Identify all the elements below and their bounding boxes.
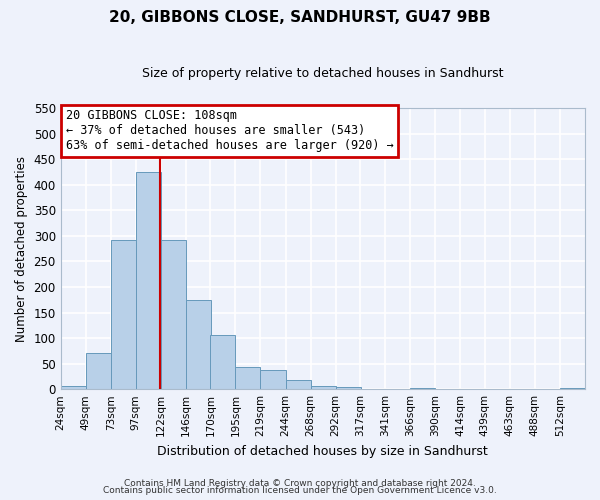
X-axis label: Distribution of detached houses by size in Sandhurst: Distribution of detached houses by size … — [157, 444, 488, 458]
Text: 20, GIBBONS CLOSE, SANDHURST, GU47 9BB: 20, GIBBONS CLOSE, SANDHURST, GU47 9BB — [109, 10, 491, 25]
Bar — [161, 240, 186, 389]
Bar — [311, 386, 335, 389]
Text: Contains public sector information licensed under the Open Government Licence v3: Contains public sector information licen… — [103, 486, 497, 495]
Bar — [186, 300, 211, 389]
Bar — [211, 335, 235, 389]
Bar — [260, 370, 286, 389]
Bar — [286, 380, 311, 389]
Bar — [560, 388, 585, 389]
Bar — [235, 367, 260, 389]
Bar — [86, 354, 111, 389]
Text: 20 GIBBONS CLOSE: 108sqm
← 37% of detached houses are smaller (543)
63% of semi-: 20 GIBBONS CLOSE: 108sqm ← 37% of detach… — [66, 110, 394, 152]
Y-axis label: Number of detached properties: Number of detached properties — [15, 156, 28, 342]
Bar — [111, 240, 136, 389]
Title: Size of property relative to detached houses in Sandhurst: Size of property relative to detached ho… — [142, 68, 503, 80]
Bar — [410, 388, 435, 389]
Bar — [61, 386, 86, 389]
Bar — [335, 387, 361, 389]
Text: Contains HM Land Registry data © Crown copyright and database right 2024.: Contains HM Land Registry data © Crown c… — [124, 478, 476, 488]
Bar — [136, 172, 161, 389]
